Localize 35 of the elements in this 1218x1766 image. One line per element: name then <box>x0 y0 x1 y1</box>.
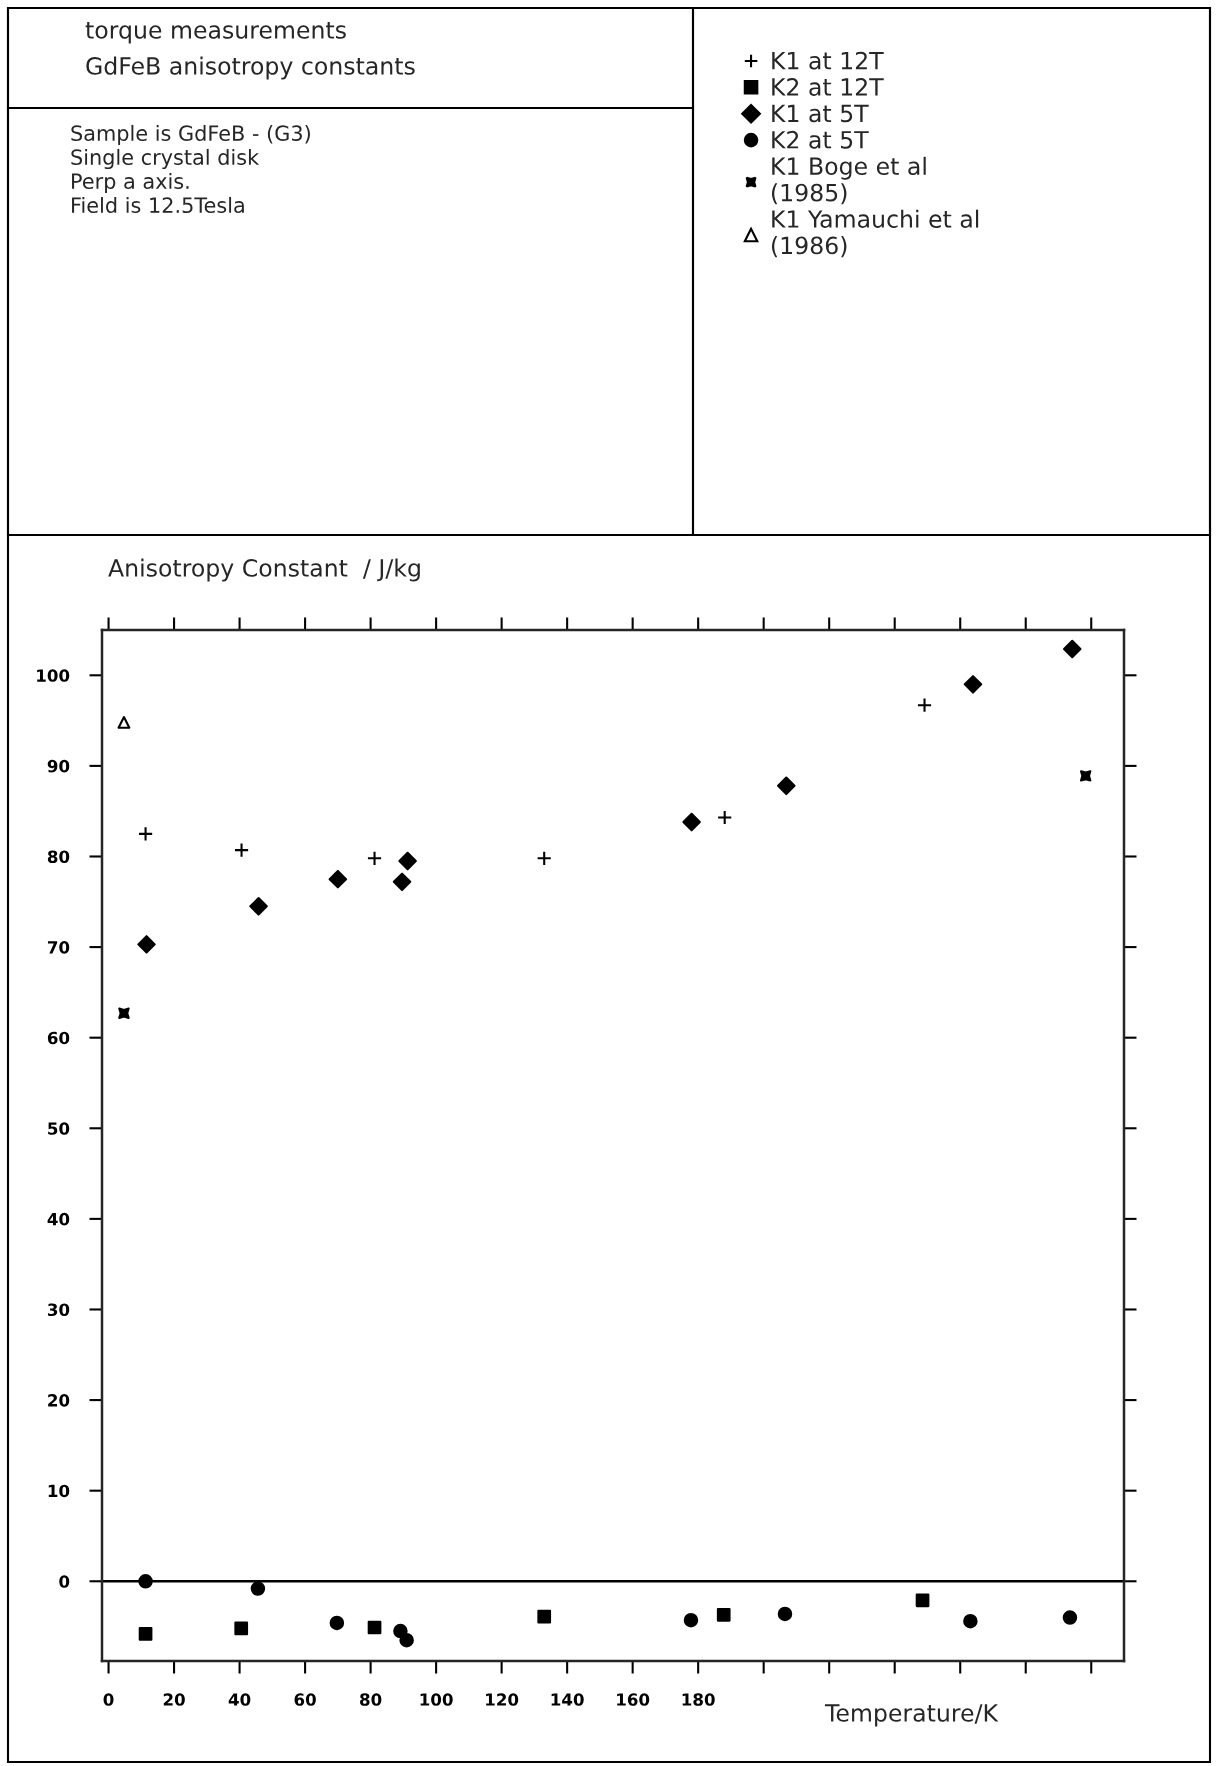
y-axis-title: Anisotropy Constant / J/kg <box>108 558 420 582</box>
legend-label: K1 Boge et al (1985) <box>771 156 926 205</box>
y-tick-label: 30 <box>47 1303 70 1317</box>
legend-label: K1 at 5T <box>772 104 869 123</box>
legend-label: K1 at 12T <box>772 51 884 70</box>
y-tick-label: 40 <box>47 1212 70 1226</box>
y-tick-label: 50 <box>48 1122 70 1135</box>
legend-label: K2 at 12T <box>772 78 884 96</box>
chart-subtitle: GdFeB anisotropy constants <box>86 56 415 80</box>
x-tick-label: 0 <box>103 1693 114 1706</box>
text: Sample is GdFeB - (G3) <box>71 124 310 146</box>
y-tick-label: 70 <box>47 941 70 954</box>
legend-label: K1 Yamauchi et al (1986) <box>771 209 979 258</box>
x-tick-label: 100 <box>420 1693 453 1706</box>
x-tick-label: 20 <box>163 1693 185 1706</box>
x-tick-label: 80 <box>360 1693 382 1706</box>
y-tick-label: 0 <box>59 1575 70 1588</box>
chart-title: torque measurements <box>85 21 346 44</box>
legend-label: K2 at 5T <box>772 130 869 149</box>
x-tick-label: 120 <box>486 1693 519 1706</box>
y-tick-label: 80 <box>47 850 70 864</box>
y-tick-label: 90 <box>47 759 70 773</box>
y-tick-label: 100 <box>37 669 70 682</box>
x-tick-label: 140 <box>551 1693 584 1706</box>
y-tick-label: 20 <box>48 1394 70 1407</box>
x-tick-label: 160 <box>617 1693 650 1706</box>
x-tick-label: 40 <box>228 1693 251 1706</box>
x-axis-title: Temperature/K <box>824 1704 999 1727</box>
y-tick-label: 60 <box>47 1031 70 1045</box>
text: Field is 12.5Tesla <box>72 196 244 214</box>
text: Perp a axis. <box>72 172 189 194</box>
x-tick-label: 180 <box>682 1693 715 1706</box>
x-tick-label: 60 <box>294 1693 316 1706</box>
y-tick-label: 10 <box>48 1484 70 1498</box>
text: Single crystal disk <box>71 148 260 170</box>
